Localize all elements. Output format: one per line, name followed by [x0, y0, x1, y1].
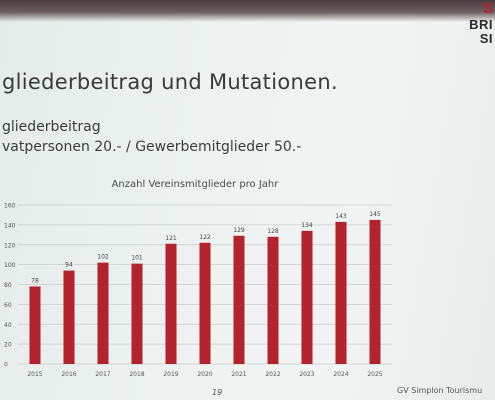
bar-2025	[369, 219, 381, 364]
chart-data-labels: 78 94 102 101 121 122 129 128 134 143 145	[31, 211, 381, 285]
logo-text-line-1: BRI	[469, 17, 493, 32]
page-title: gliederbeitrag und Mutationen.	[2, 70, 338, 94]
y-tick-label-60: 60	[4, 302, 12, 309]
logo-mark: S	[482, 0, 493, 17]
y-tick-label-160: 160	[4, 203, 16, 210]
y-tick-label-20: 20	[4, 342, 12, 349]
bar-2020	[199, 242, 211, 364]
bar-2018	[131, 263, 143, 364]
bar-2024	[335, 221, 347, 364]
x-tick-label-2025: 2025	[367, 371, 382, 378]
y-tick-label-40: 40	[4, 322, 12, 329]
bar-2015	[29, 286, 41, 364]
member-count-bar-chart: Anzahl Vereinsmitglieder pro Jahr 0 20 40 6…	[4, 179, 392, 378]
chart-bars	[29, 219, 381, 364]
logo-text-line-2: SI	[479, 31, 493, 46]
bar-2019	[165, 243, 177, 364]
y-tick-label-100: 100	[4, 262, 16, 269]
x-tick-label-2017: 2017	[95, 371, 110, 378]
x-tick-label-2022: 2022	[265, 371, 280, 378]
data-label-2018: 101	[131, 255, 143, 262]
chart-x-axis: 2015 2016 2017 2018 2019 2020 2021 2022 2023 2024…	[27, 371, 382, 378]
data-label-2020: 122	[199, 234, 211, 241]
chart-y-axis: 0 20 40 60 80 100 120 140 160	[4, 203, 16, 369]
data-label-2022: 128	[267, 228, 279, 235]
y-tick-label-120: 120	[4, 242, 16, 249]
bar-2016	[63, 270, 75, 364]
footer-organization: GV Simplon Tourismu	[397, 386, 483, 395]
data-label-2017: 102	[97, 254, 109, 261]
data-label-2021: 129	[233, 227, 245, 234]
x-tick-label-2016: 2016	[61, 371, 76, 378]
x-tick-label-2019: 2019	[163, 371, 178, 378]
bar-2017	[97, 262, 109, 364]
data-label-2019: 121	[165, 235, 177, 242]
bar-2022	[267, 236, 279, 364]
bar-2023	[301, 230, 313, 364]
section-subtitle: gliederbeitrag	[2, 119, 101, 135]
x-tick-label-2015: 2015	[27, 371, 42, 378]
y-tick-label-0: 0	[4, 362, 8, 369]
chart-title: Anzahl Vereinsmitglieder pro Jahr	[112, 179, 280, 190]
x-tick-label-2021: 2021	[231, 371, 246, 378]
fees-text: vatpersonen 20.- / Gewerbemitglieder 50.…	[2, 139, 302, 155]
x-tick-label-2018: 2018	[129, 371, 144, 378]
x-tick-label-2020: 2020	[197, 371, 212, 378]
data-label-2015: 78	[31, 277, 39, 284]
data-label-2016: 94	[65, 262, 73, 269]
y-tick-label-80: 80	[4, 282, 12, 289]
x-tick-label-2023: 2023	[299, 371, 314, 378]
page-number: 19	[212, 388, 223, 397]
data-label-2023: 134	[301, 222, 313, 229]
screen-top-edge	[0, 0, 495, 22]
brand-logo: S BRI SI	[455, 0, 495, 70]
x-tick-label-2024: 2024	[333, 371, 348, 378]
data-label-2025: 145	[369, 211, 381, 218]
y-tick-label-140: 140	[4, 222, 16, 229]
data-label-2024: 143	[335, 213, 347, 220]
bar-2021	[233, 235, 245, 364]
